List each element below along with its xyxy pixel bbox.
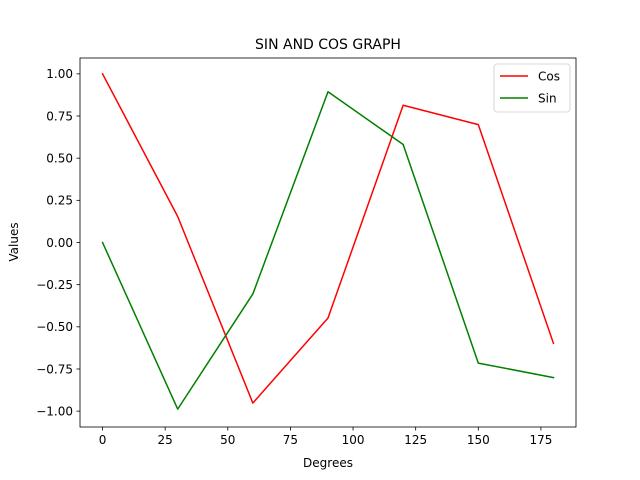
y-tick-label: −0.25 [36,278,73,292]
y-ticks: 1.00 0.75 0.50 0.25 0.00 −0.25 −0.50 −0.75 −1.00 [36,67,80,418]
x-ticks: 0 25 50 75 100 125 150 175 [99,427,552,447]
legend-label-cos: Cos [538,69,560,83]
chart-title: SIN AND COS GRAPH [255,37,401,53]
y-tick-label: 0.25 [46,194,73,208]
legend-label-sin: Sin [538,91,557,105]
y-tick-label: −0.75 [36,362,73,376]
series-line-sin [101,90,555,410]
series-line-cos [101,72,555,404]
legend: Cos Sin [493,63,571,113]
x-axis-label: Degrees [303,456,353,470]
x-tick-label: 50 [220,433,235,447]
x-tick-label: 125 [404,433,427,447]
y-tick-label: 0.00 [46,236,73,250]
plot-frame [79,57,577,428]
x-tick-label: 0 [99,433,107,447]
x-tick-label: 150 [467,433,490,447]
plot-lines [101,72,555,410]
x-tick-label: 25 [158,433,173,447]
x-tick-label: 75 [283,433,298,447]
y-axis-label: Values [7,222,21,261]
x-tick-label: 100 [342,433,365,447]
y-tick-label: 0.75 [46,109,73,123]
y-tick-label: −0.50 [36,320,73,334]
x-tick-label: 175 [529,433,552,447]
y-tick-label: −1.00 [36,404,73,418]
y-tick-label: 0.50 [46,151,73,165]
y-tick-label: 1.00 [46,67,73,81]
